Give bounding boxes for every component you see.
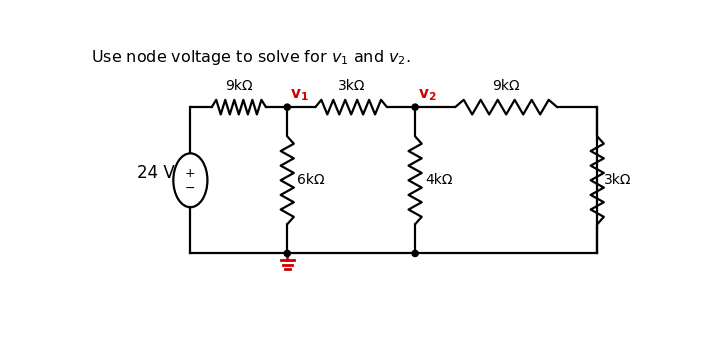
Text: $\mathbf{v_1}$: $\mathbf{v_1}$ <box>290 88 309 103</box>
Text: 4kΩ: 4kΩ <box>425 173 452 187</box>
Circle shape <box>284 104 290 110</box>
Text: $\mathbf{v_2}$: $\mathbf{v_2}$ <box>418 88 437 103</box>
Circle shape <box>412 104 418 110</box>
Circle shape <box>284 250 290 256</box>
Text: Use node voltage to solve for $v_1$ and $v_2$.: Use node voltage to solve for $v_1$ and … <box>91 48 411 67</box>
Text: 6kΩ: 6kΩ <box>298 173 325 187</box>
Text: 9kΩ: 9kΩ <box>493 79 520 93</box>
Text: −: − <box>185 181 196 194</box>
Text: 9kΩ: 9kΩ <box>225 79 252 93</box>
Text: 3kΩ: 3kΩ <box>604 173 631 187</box>
Text: 3kΩ: 3kΩ <box>338 79 365 93</box>
Circle shape <box>412 250 418 256</box>
Text: 24 V: 24 V <box>137 164 174 182</box>
Text: +: + <box>185 167 196 180</box>
